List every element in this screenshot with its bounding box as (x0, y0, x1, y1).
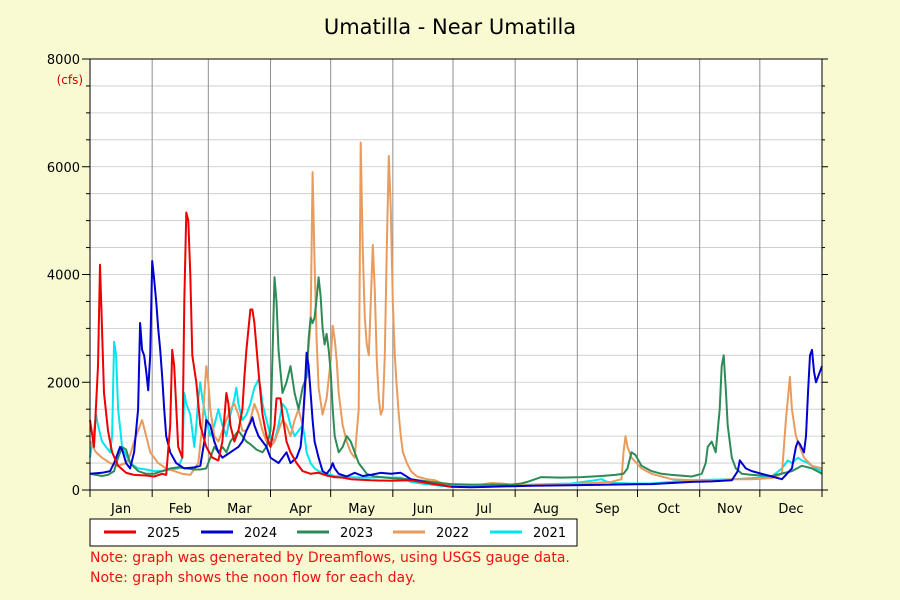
series-layer (89, 141, 823, 489)
legend: 2025 2024 2023 2022 2021 (89, 518, 578, 547)
x-tick-label: Feb (169, 502, 192, 517)
note-noon-flow: Note: graph shows the noon flow for each… (90, 570, 416, 586)
y-tick-label: 4000 (47, 269, 80, 284)
x-tick-label: Sep (595, 502, 620, 517)
legend-label-2021: 2021 (533, 526, 566, 541)
x-tick-label: Mar (227, 502, 252, 517)
x-tick-label: Jul (475, 502, 492, 517)
plot-border (89, 58, 823, 491)
series-line-2025 (89, 211, 452, 488)
grid-lines (90, 59, 822, 490)
x-tick-label: Aug (534, 502, 559, 517)
x-tick-label: Dec (778, 502, 803, 517)
x-tick-label: Oct (657, 502, 679, 517)
x-tick-label: May (348, 502, 375, 517)
series-line-2024 (89, 260, 823, 489)
legend-label-2025: 2025 (147, 526, 180, 541)
legend-label-2024: 2024 (244, 526, 277, 541)
legend-label-2022: 2022 (436, 526, 469, 541)
chart-title: Umatilla - Near Umatilla (324, 15, 576, 39)
y-tick-label: 8000 (47, 53, 80, 68)
series-line-2022 (89, 141, 823, 487)
y-tick-label: 0 (72, 484, 80, 499)
x-tick-label: Jan (110, 502, 131, 517)
x-tick-label: Jun (412, 502, 433, 517)
y-tick-label: 2000 (47, 376, 80, 391)
y-tick-label: 6000 (47, 161, 80, 176)
x-tick-label: Apr (289, 502, 312, 517)
y-unit-label: (cfs) (57, 73, 83, 87)
note-source: Note: graph was generated by Dreamflows,… (90, 550, 570, 566)
x-tick-label: Nov (717, 502, 743, 517)
series-line-2023 (89, 276, 823, 486)
legend-label-2023: 2023 (340, 526, 373, 541)
axes: Jan Feb Mar Apr May Jun Jul Aug Sep Oct Nov Dec 0 200… (47, 53, 828, 517)
